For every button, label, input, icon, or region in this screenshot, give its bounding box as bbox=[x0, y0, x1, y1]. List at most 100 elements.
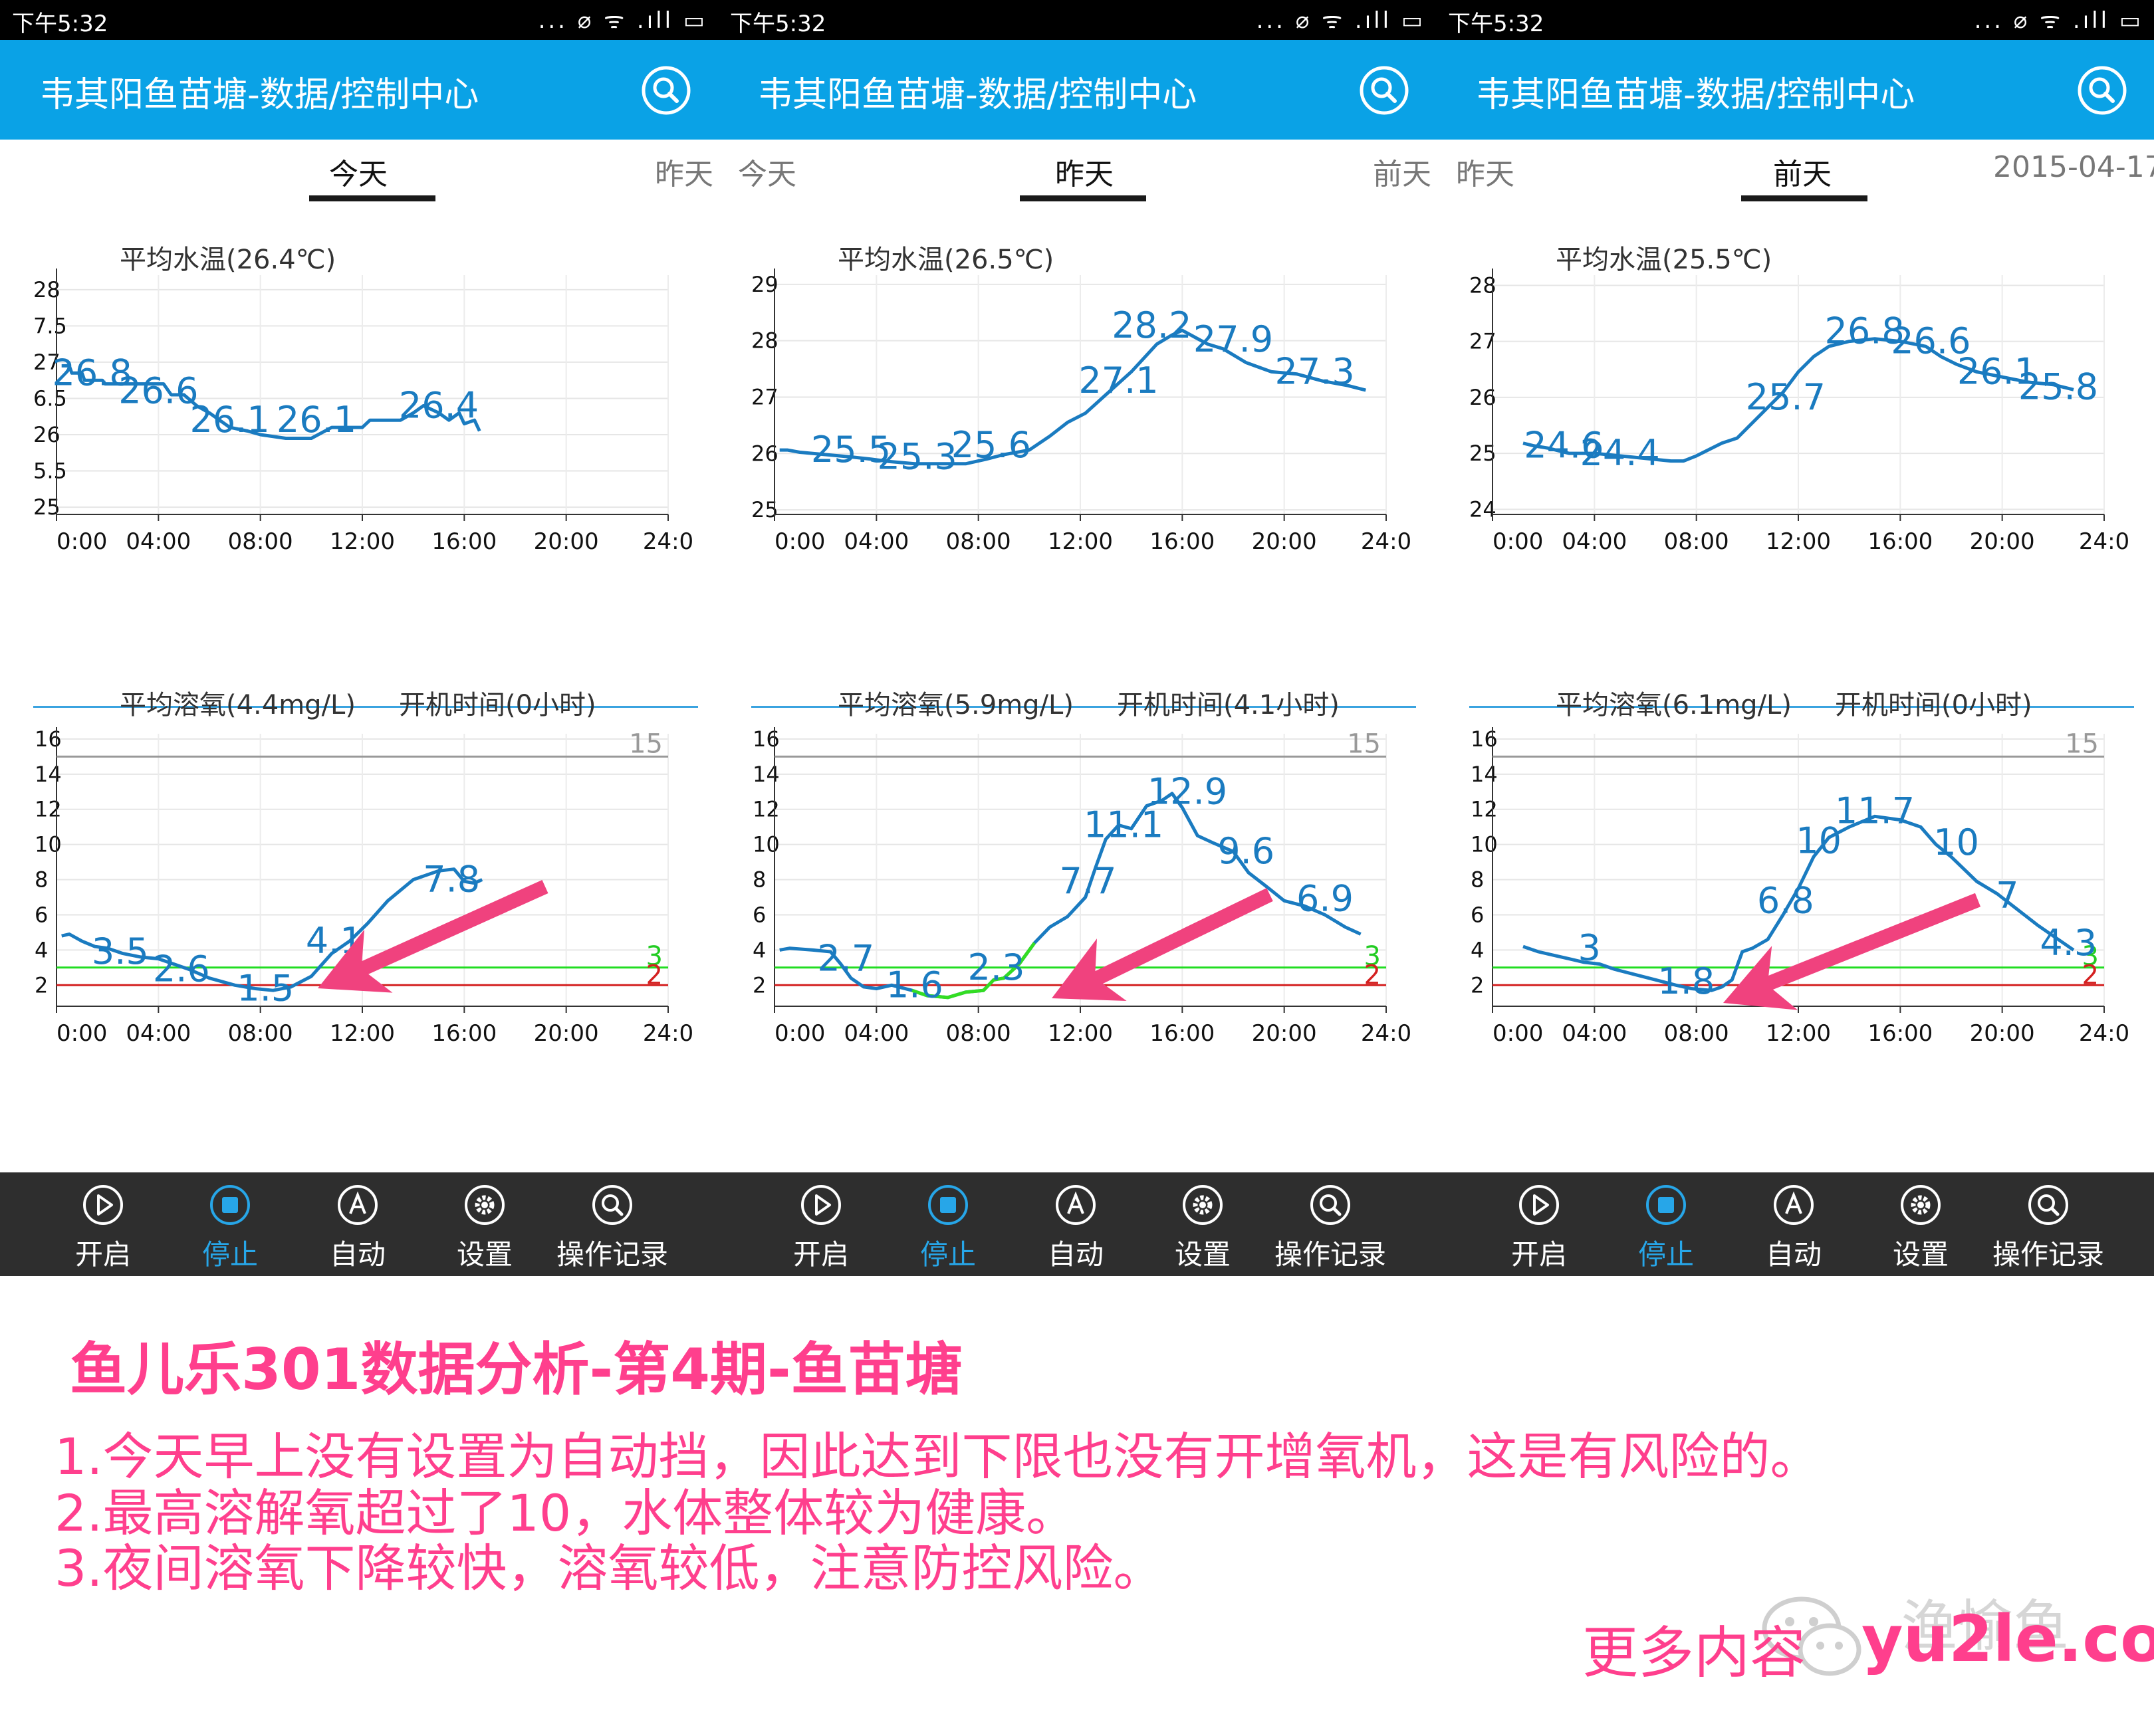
x-tick-label: 16:00 bbox=[1149, 1020, 1215, 1047]
status-icons: ... ⌀ ᯤ .ıll ▭ bbox=[1974, 7, 2143, 34]
tab-day-before[interactable]: 前天 bbox=[1773, 158, 1832, 191]
data-label: 27.9 bbox=[1193, 318, 1273, 360]
app-title: 韦其阳鱼苗塘-数据/控制中心 bbox=[758, 75, 1197, 115]
site-link[interactable]: yu2le.com bbox=[1861, 1602, 2154, 1676]
tab-date-2015-04-17[interactable]: 2015-04-17 bbox=[1993, 150, 2154, 184]
operation-log-button[interactable]: 操作记录 bbox=[549, 1172, 675, 1276]
y-tick-label: 16 bbox=[35, 726, 62, 752]
data-label: 2.3 bbox=[968, 946, 1025, 988]
search-icon[interactable] bbox=[2077, 65, 2127, 116]
on-time-label: 开机时间(0小时) bbox=[399, 690, 596, 720]
tab-yesterday[interactable]: 昨天 bbox=[1456, 158, 1514, 191]
settings-button[interactable]: 设置 bbox=[1139, 1172, 1266, 1276]
start-label: 开启 bbox=[1510, 1238, 1567, 1271]
operation-log-label: 操作记录 bbox=[1992, 1238, 2104, 1271]
status-time: 下午5:32 bbox=[730, 11, 826, 37]
x-tick-label: 12:00 bbox=[330, 528, 395, 555]
auto-button[interactable]: 自动 bbox=[1731, 1172, 1857, 1276]
search-icon[interactable] bbox=[641, 65, 691, 116]
auto-label: 自动 bbox=[1765, 1238, 1822, 1271]
data-label: 3 bbox=[1578, 927, 1600, 969]
data-label: 7.7 bbox=[1060, 860, 1117, 902]
x-tick-label: 08:00 bbox=[1664, 1020, 1729, 1047]
settings-button[interactable]: 设置 bbox=[421, 1172, 548, 1276]
y-tick-label: 26 bbox=[33, 422, 60, 447]
auto-button[interactable]: 自动 bbox=[1013, 1172, 1139, 1276]
auto-icon bbox=[1774, 1185, 1814, 1225]
gear-icon bbox=[1901, 1185, 1941, 1225]
data-label: 25.8 bbox=[2018, 366, 2098, 408]
data-label: 10 bbox=[1933, 821, 1979, 863]
y-tick-label: 12 bbox=[35, 797, 62, 822]
data-label: 26.8 bbox=[53, 352, 132, 393]
stop-icon bbox=[1646, 1185, 1686, 1225]
y-tick-label: 28 bbox=[33, 277, 60, 302]
data-label: 9.6 bbox=[1217, 830, 1274, 872]
data-series-line bbox=[779, 792, 1362, 1000]
y-tick-label: 4 bbox=[35, 937, 48, 962]
data-label: 24.4 bbox=[1580, 432, 1660, 474]
x-tick-label: 20:00 bbox=[1252, 1020, 1317, 1047]
operation-log-button[interactable]: 操作记录 bbox=[1985, 1172, 2111, 1276]
status-time: 下午5:32 bbox=[12, 11, 108, 37]
arrow-shaft bbox=[354, 879, 548, 978]
more-content-text: 更多内容 bbox=[1582, 1620, 1806, 1685]
stop-button[interactable]: 停止 bbox=[885, 1172, 1011, 1276]
lower-limit-label: 2 bbox=[2082, 960, 2099, 990]
operation-log-button[interactable]: 操作记录 bbox=[1267, 1172, 1393, 1276]
y-tick-label: 8 bbox=[1471, 867, 1484, 893]
chart-divider bbox=[1469, 706, 2134, 708]
reference-label: 15 bbox=[2065, 728, 2099, 759]
tab-today[interactable]: 今天 bbox=[738, 158, 796, 191]
stop-label: 停止 bbox=[919, 1238, 976, 1271]
data-label: 6.8 bbox=[1757, 879, 1814, 921]
tab-yesterday[interactable]: 昨天 bbox=[655, 158, 713, 191]
start-button[interactable]: 开启 bbox=[1476, 1172, 1602, 1276]
tab-yesterday[interactable]: 昨天 bbox=[1055, 158, 1114, 191]
start-button[interactable]: 开启 bbox=[40, 1172, 166, 1276]
tab-day-before[interactable]: 前天 bbox=[1373, 158, 1431, 191]
chart-title: 平均水温(25.5℃) bbox=[1556, 245, 1772, 275]
operation-log-label: 操作记录 bbox=[556, 1238, 668, 1271]
chart-title: 平均溶氧(5.9mg/L) bbox=[838, 690, 1074, 720]
chart-title: 平均水温(26.4℃) bbox=[120, 245, 336, 275]
charts-area: 平均水温(26.4℃) 28 7.5 27 6.5 26 5.5 25 0:00 04:00 08:… bbox=[0, 202, 718, 1172]
status-bar: 下午5:32 ... ⌀ ᯤ .ıll ▭ bbox=[1436, 0, 2154, 40]
y-tick-label: 28 bbox=[1469, 272, 1496, 298]
data-label: 4.3 bbox=[2040, 922, 2097, 964]
start-label: 开启 bbox=[792, 1238, 849, 1271]
x-tick-label: 12:00 bbox=[1048, 1020, 1113, 1047]
data-label: 10 bbox=[1796, 819, 1842, 861]
auto-icon bbox=[338, 1185, 378, 1225]
stop-button[interactable]: 停止 bbox=[167, 1172, 293, 1276]
x-tick-label: 0:00 bbox=[57, 1020, 107, 1047]
data-label: 26.4 bbox=[399, 384, 479, 426]
operation-log-label: 操作记录 bbox=[1274, 1238, 1386, 1271]
data-label: 25.6 bbox=[951, 424, 1031, 466]
auto-button[interactable]: 自动 bbox=[295, 1172, 421, 1276]
x-tick-label: 16:00 bbox=[1149, 528, 1215, 555]
data-label: 24.6 bbox=[1524, 425, 1604, 467]
x-tick-label: 12:00 bbox=[1048, 528, 1113, 555]
arrow-head bbox=[1723, 946, 1798, 1010]
y-tick-label: 6 bbox=[1471, 902, 1484, 927]
data-label: 25.5 bbox=[811, 429, 891, 471]
settings-button[interactable]: 设置 bbox=[1857, 1172, 1984, 1276]
data-label: 26.1 bbox=[1957, 351, 2037, 393]
chart-divider bbox=[751, 706, 1416, 708]
data-label: 25.3 bbox=[878, 435, 957, 477]
x-tick-label: 04:00 bbox=[844, 528, 909, 555]
tab-active-indicator bbox=[309, 195, 435, 201]
stop-button[interactable]: 停止 bbox=[1603, 1172, 1729, 1276]
data-label: 1.6 bbox=[886, 964, 943, 1006]
search-icon[interactable] bbox=[1359, 65, 1409, 116]
tab-today[interactable]: 今天 bbox=[329, 158, 388, 191]
control-bar: 开启 停止 自动 设置 操作记录 bbox=[0, 1172, 718, 1276]
status-time: 下午5:32 bbox=[1448, 11, 1544, 37]
start-button[interactable]: 开启 bbox=[758, 1172, 884, 1276]
app-title: 韦其阳鱼苗塘-数据/控制中心 bbox=[40, 75, 479, 115]
data-label: 26.6 bbox=[1891, 320, 1971, 362]
x-tick-label: 16:00 bbox=[1867, 1020, 1933, 1047]
control-bar: 开启 停止 自动 设置 操作记录 bbox=[1436, 1172, 2154, 1276]
